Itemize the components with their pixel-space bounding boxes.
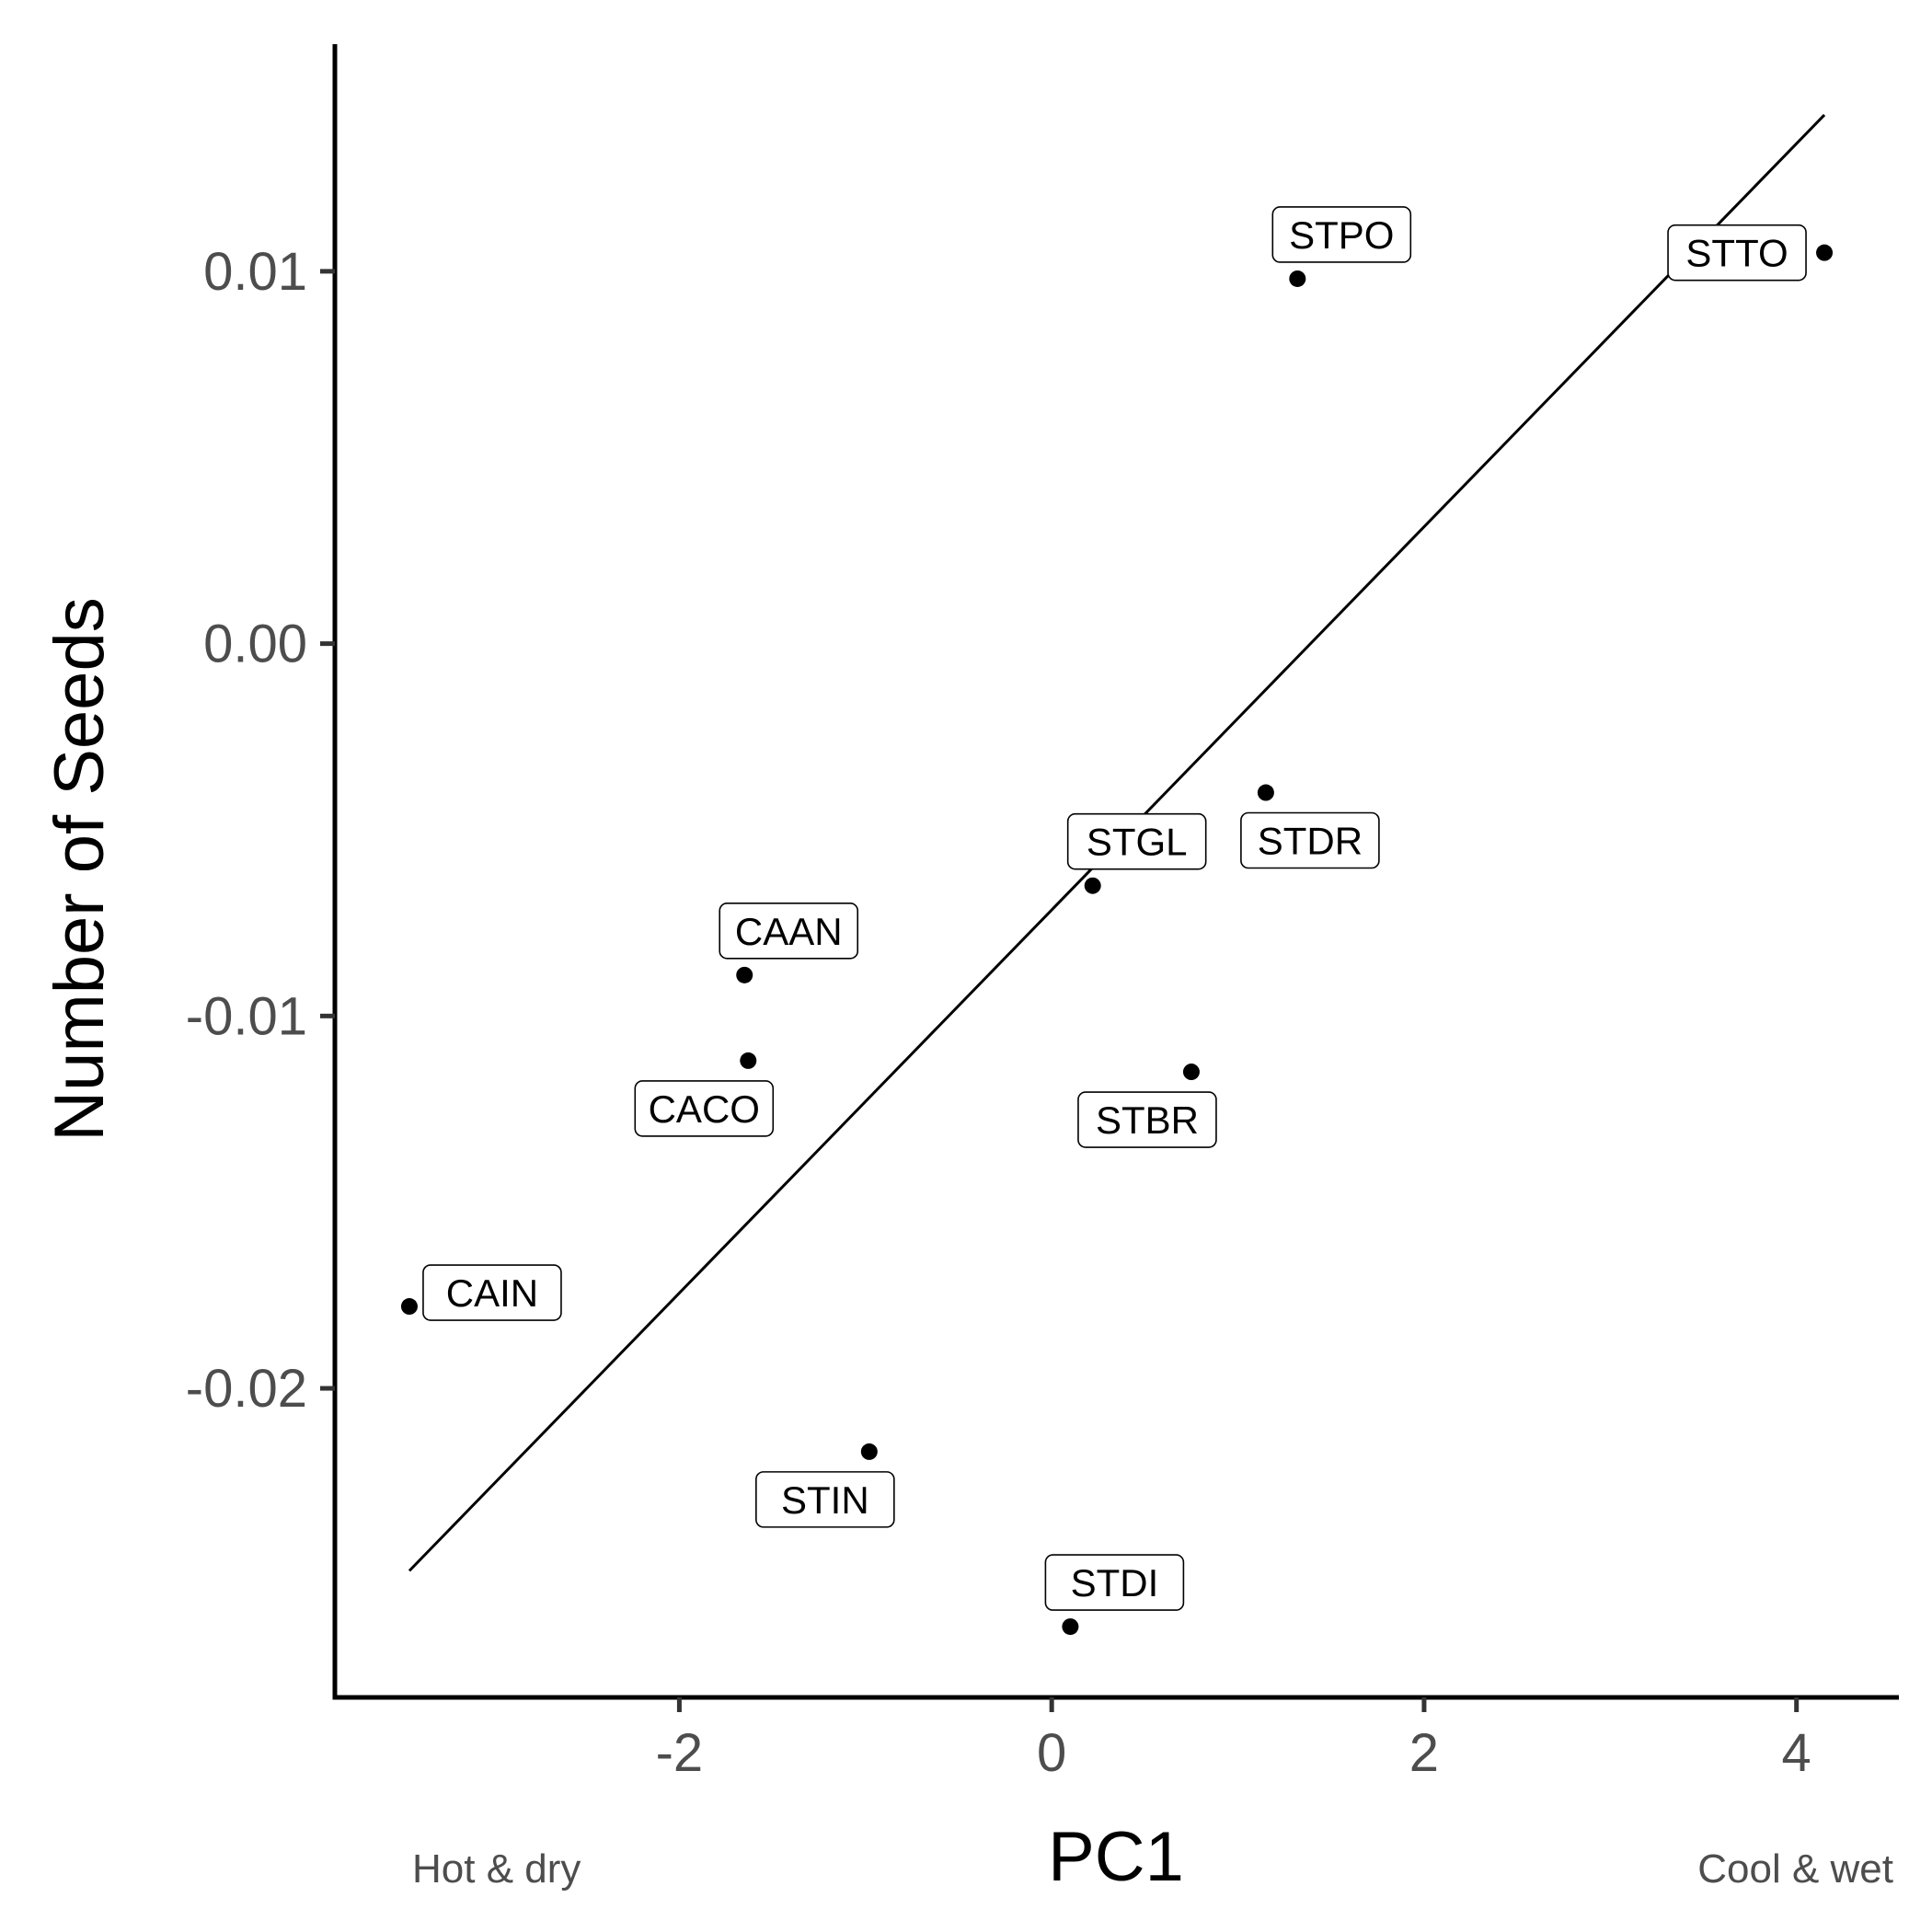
data-point xyxy=(1084,877,1101,894)
point-label: CAAN xyxy=(719,903,859,960)
point-label-box xyxy=(1066,812,1207,870)
point-label-text: STBR xyxy=(1096,1098,1199,1142)
point-label: STDR xyxy=(1240,811,1380,869)
point-label-box xyxy=(422,1264,562,1321)
point-label: STGL xyxy=(1066,812,1207,870)
point-label: STTO xyxy=(1667,224,1807,282)
point-label-text: STDI xyxy=(1071,1561,1159,1604)
point-label-box xyxy=(755,1471,895,1528)
data-point xyxy=(1257,784,1274,801)
point-label-text: STIN xyxy=(781,1478,869,1522)
annotation-cool-wet: Cool & wet xyxy=(1697,1846,1893,1892)
x-tick-label: -2 xyxy=(656,1723,704,1783)
point-label-box xyxy=(1271,206,1412,263)
data-point xyxy=(1182,1064,1200,1081)
point-label-text: STTO xyxy=(1685,232,1788,275)
data-point xyxy=(736,966,753,983)
point-label-box xyxy=(1667,224,1807,282)
point-label: STPO xyxy=(1271,206,1412,263)
y-tick-label: -0.01 xyxy=(186,986,307,1046)
x-tick-label: 2 xyxy=(1409,1723,1439,1783)
y-tick-label: 0.01 xyxy=(203,242,307,302)
data-point xyxy=(1816,244,1834,261)
point-label: STDI xyxy=(1044,1554,1185,1611)
point-label-text: STDR xyxy=(1258,820,1363,863)
x-tick-label: 0 xyxy=(1037,1723,1066,1783)
points-layer xyxy=(400,244,1834,1636)
axes: -2 0 2 4 0.01 0.00 -0.01 -0.02 xyxy=(186,44,1899,1783)
point-labels-layer: STTO STPO STDR STGL CAAN CACO STBR CAIN STIN STDI xyxy=(422,206,1807,1611)
point-label-box xyxy=(719,903,859,960)
data-point xyxy=(1289,270,1306,287)
point-label: STBR xyxy=(1077,1091,1217,1148)
data-point xyxy=(740,1052,757,1069)
point-label: CAIN xyxy=(422,1264,562,1321)
point-label-box xyxy=(1044,1554,1185,1611)
point-label-text: CAIN xyxy=(446,1271,538,1315)
x-tick-label: 4 xyxy=(1782,1723,1811,1783)
data-point xyxy=(1062,1618,1079,1636)
y-tick-label: -0.02 xyxy=(186,1359,307,1419)
y-tick-label: 0.00 xyxy=(203,615,307,674)
point-label-box xyxy=(634,1080,775,1137)
point-label: CACO xyxy=(634,1080,775,1137)
point-label-text: CACO xyxy=(649,1087,760,1131)
point-label-text: STGL xyxy=(1087,821,1188,864)
point-label-box xyxy=(1240,811,1380,869)
point-label-box xyxy=(1077,1091,1217,1148)
point-label-text: STPO xyxy=(1289,213,1394,257)
data-point xyxy=(400,1298,418,1316)
point-label-text: CAAN xyxy=(735,910,843,953)
point-label: STIN xyxy=(755,1471,895,1528)
data-point xyxy=(860,1443,878,1460)
y-axis-title: Number of Seeds xyxy=(40,597,119,1141)
annotation-hot-dry: Hot & dry xyxy=(412,1846,581,1892)
x-axis-title: PC1 xyxy=(1048,1818,1184,1896)
